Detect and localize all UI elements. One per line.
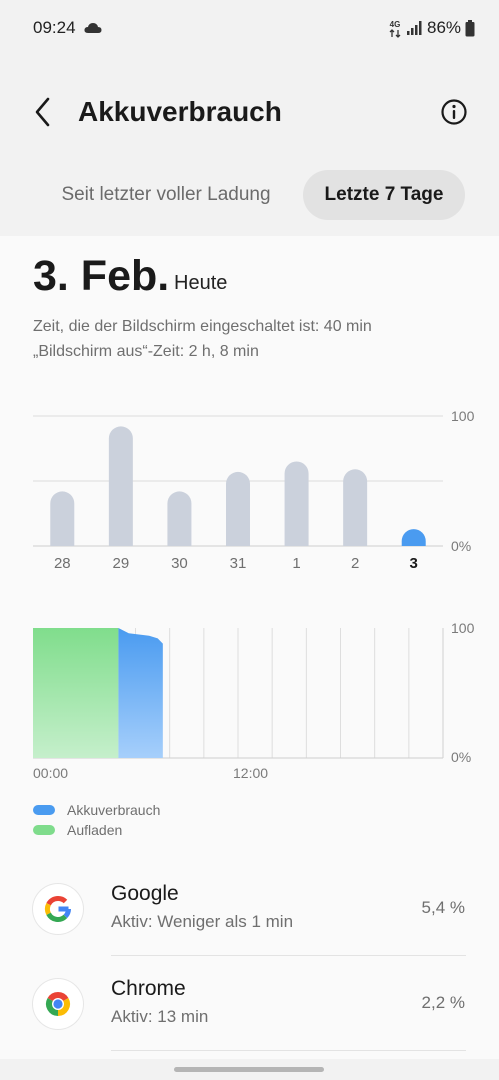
google-icon — [33, 884, 83, 934]
app-active-time: Aktiv: Weniger als 1 min — [111, 912, 294, 931]
usage-bar[interactable] — [50, 491, 75, 546]
x-tick-label[interactable]: 2 — [351, 555, 359, 572]
divider — [111, 955, 466, 956]
selected-date: 3. Feb. — [33, 252, 170, 300]
screen-on-time: Zeit, die der Bildschirm eingeschaltet i… — [33, 318, 372, 335]
legend-swatch — [33, 825, 55, 835]
page-title: Akkuverbrauch — [78, 96, 282, 127]
back-arrow-icon — [28, 97, 62, 136]
x-tick-label[interactable]: 30 — [171, 555, 188, 572]
x-tick-label: 00:00 — [33, 765, 68, 781]
home-indicator[interactable] — [174, 1067, 324, 1072]
divider — [111, 1050, 466, 1051]
x-tick-label: 12:00 — [233, 765, 268, 781]
app-row-google[interactable]: Google Aktiv: Weniger als 1 min 5,4 % — [0, 882, 499, 978]
screen-off-time: „Bildschirm aus“-Zeit: 2 h, 8 min — [33, 343, 259, 360]
battery-percent: 86% — [427, 18, 462, 37]
status-time: 09:24 — [33, 18, 76, 37]
usage-bar[interactable] — [343, 469, 368, 546]
app-percent: 2,2 % — [421, 993, 465, 1012]
usage-area — [118, 628, 163, 758]
legend-swatch — [33, 805, 55, 815]
weekly-usage-chart[interactable]: 100 0% 28 29 30 31 1 2 3 — [0, 400, 499, 580]
y-tick-label: 0% — [451, 538, 471, 554]
battery-icon — [465, 20, 475, 42]
usage-bar[interactable] — [108, 426, 133, 546]
app-active-time: Aktiv: 13 min — [111, 1007, 209, 1026]
network-4g-icon: 4G — [388, 19, 402, 44]
legend-label: Akkuverbrauch — [67, 802, 161, 818]
legend-label: Aufladen — [67, 822, 123, 838]
network-label: 4G — [390, 20, 401, 29]
cloud-icon — [84, 21, 102, 39]
info-icon — [438, 99, 470, 132]
app-percent: 5,4 % — [421, 898, 465, 917]
app-row-chrome[interactable]: Chrome Aktiv: 13 min 2,2 % — [0, 977, 499, 1073]
x-tick-label[interactable]: 28 — [54, 555, 71, 572]
legend-charging: Aufladen — [33, 822, 122, 838]
tab-last-7-days[interactable]: Letzte 7 Tage — [303, 170, 465, 220]
back-button[interactable] — [28, 92, 62, 132]
y-tick-label: 100 — [451, 620, 475, 636]
app-name: Chrome — [111, 977, 186, 1000]
charging-area — [33, 628, 119, 758]
usage-bar[interactable] — [284, 461, 309, 547]
signal-icon — [406, 20, 422, 41]
x-tick-label[interactable]: 1 — [292, 555, 300, 572]
usage-bar[interactable] — [401, 529, 426, 546]
y-tick-label: 100 — [451, 408, 475, 424]
y-tick-label: 0% — [451, 749, 471, 765]
x-tick-label[interactable]: 31 — [230, 555, 247, 572]
usage-bar[interactable] — [226, 471, 250, 546]
info-button[interactable] — [438, 96, 470, 128]
x-tick-label[interactable]: 29 — [113, 555, 130, 572]
usage-bar[interactable] — [167, 491, 192, 546]
daily-level-chart: 100 0% 00:00 12:00 — [33, 620, 475, 781]
chrome-icon — [33, 979, 83, 1029]
legend-usage: Akkuverbrauch — [33, 802, 160, 818]
selected-date-sub: Heute — [174, 272, 228, 294]
tab-since-last-charge[interactable]: Seit letzter voller Ladung — [61, 184, 271, 205]
status-bar: 09:24 4G 86% — [0, 0, 499, 58]
x-tick-label[interactable]: 3 — [410, 555, 418, 572]
app-name: Google — [111, 882, 179, 905]
